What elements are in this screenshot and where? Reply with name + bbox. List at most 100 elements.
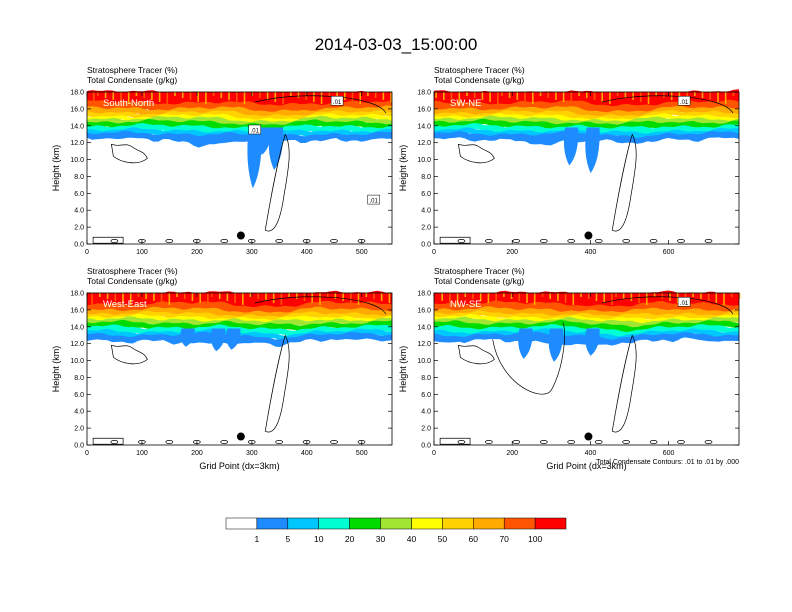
x-tick-label: 0 xyxy=(85,249,89,256)
condensate-contour-blob xyxy=(539,440,548,444)
condensate-contour-blob xyxy=(704,239,713,243)
tracer-streak xyxy=(640,92,642,102)
tracer-band xyxy=(434,105,739,121)
tracer-streak xyxy=(570,92,573,104)
tracer-streak xyxy=(181,92,184,98)
tracer-streak xyxy=(158,92,161,102)
tracer-streak xyxy=(296,293,298,299)
tracer-streak xyxy=(212,92,215,96)
plot-frame xyxy=(433,292,740,446)
y-tick-label: 6.0 xyxy=(421,191,431,198)
y-tick-label: 0.0 xyxy=(421,242,431,249)
tracer-streak xyxy=(595,293,598,301)
y-tick-label: 16.0 xyxy=(70,307,84,314)
y-tick-label: 6.0 xyxy=(74,191,84,198)
tracer-streak xyxy=(539,92,542,96)
y-tick-label: 8.0 xyxy=(74,375,84,382)
condensate-contour-blob xyxy=(649,239,658,243)
tracer-streak xyxy=(458,92,461,104)
condensate-contour-line xyxy=(492,322,565,395)
contour-label-box xyxy=(367,194,380,205)
y-tick-label: 4.0 xyxy=(421,409,431,416)
condensate-contour-blob xyxy=(649,440,658,444)
tracer-streak xyxy=(732,92,735,96)
tracer-streak xyxy=(197,92,199,102)
tracer-streak xyxy=(497,92,499,104)
tracer-streak xyxy=(305,92,307,100)
tracer-streak xyxy=(137,293,140,297)
tracer-band xyxy=(87,306,392,323)
tracer-intrusion xyxy=(180,328,195,347)
colorbar-label: 5 xyxy=(285,534,290,544)
tracer-streak xyxy=(220,92,223,98)
tracer-streak xyxy=(601,92,603,102)
tracer-streak xyxy=(153,293,155,301)
condensate-contour-blob xyxy=(220,239,229,243)
condensate-contour-line xyxy=(457,143,495,164)
tracer-streak xyxy=(578,92,580,96)
tracer-streak xyxy=(359,92,361,104)
tracer-band xyxy=(87,331,392,348)
contour-label: .01 xyxy=(370,199,379,205)
tracer-streak xyxy=(297,92,300,98)
colorbar-label: 100 xyxy=(528,534,542,544)
condensate-contour-blob xyxy=(622,239,631,243)
tracer-streak xyxy=(479,293,482,301)
tracer-streak xyxy=(388,293,391,303)
contour-label: .01 xyxy=(333,100,342,106)
tracer-streak xyxy=(127,92,130,104)
x-tick-label: 500 xyxy=(356,450,368,457)
colorbar-label: 50 xyxy=(438,534,448,544)
tracer-streak xyxy=(647,92,650,104)
y-tick-label: 8.0 xyxy=(421,174,431,181)
colorbar-label: 1 xyxy=(255,534,260,544)
x-tick-label: 0 xyxy=(85,450,89,457)
tracer-streak xyxy=(709,92,711,100)
condensate-contour-line xyxy=(110,143,148,164)
tracer-streak xyxy=(226,293,229,301)
condensate-contour-line xyxy=(264,134,290,232)
tracer-streak xyxy=(218,293,221,299)
tracer-streak xyxy=(632,92,634,100)
condensate-contour-blob xyxy=(330,440,338,444)
panel-header-condensate: Total Condensate (g/kg) xyxy=(434,276,524,286)
condensate-contour-blob xyxy=(275,440,283,444)
condensate-contour-blob xyxy=(512,239,521,243)
colorbar-swatch xyxy=(473,517,505,530)
tracer-band xyxy=(434,319,739,334)
tracer-streak xyxy=(663,92,665,98)
panel-header-condensate: Total Condensate (g/kg) xyxy=(87,276,177,286)
y-tick-label: 18.0 xyxy=(70,291,84,298)
y-tick-label: 12.0 xyxy=(417,341,431,348)
tracer-streak xyxy=(365,293,368,297)
tracer-streak xyxy=(562,92,565,102)
tracer-streak xyxy=(487,293,490,303)
condensate-contours xyxy=(439,95,734,244)
tracer-intrusion xyxy=(210,328,226,352)
tracer-intrusion xyxy=(585,328,600,356)
y-tick-label: 10.0 xyxy=(70,157,84,164)
tracer-streak xyxy=(441,293,443,301)
panel-header-tracer: Stratosphere Tracer (%) xyxy=(87,266,178,276)
panel-south-north: Stratosphere Tracer (%)Total Condensate … xyxy=(51,65,393,256)
colorbar-swatch xyxy=(256,517,289,530)
x-tick-label: 300 xyxy=(246,450,258,457)
tracer-streak xyxy=(524,92,526,102)
condensate-contour-blob xyxy=(165,239,174,243)
panel-header-condensate: Total Condensate (g/kg) xyxy=(87,75,177,85)
y-tick-label: 14.0 xyxy=(70,324,84,331)
tracer-streak xyxy=(350,293,352,303)
tracer-streak xyxy=(199,293,201,303)
tracer-streak xyxy=(572,293,575,305)
x-tick-label: 400 xyxy=(585,249,597,256)
colorbar-swatch xyxy=(442,517,474,530)
y-tick-label: 16.0 xyxy=(417,307,431,314)
tracer-streak xyxy=(234,293,236,303)
condensate-contour-blob xyxy=(677,440,685,444)
condensate-contour-blob xyxy=(110,239,119,243)
tracer-streak xyxy=(328,92,331,96)
tracer-streak xyxy=(638,293,640,303)
y-axis-label: Height (km) xyxy=(51,145,61,192)
location-marker xyxy=(236,231,245,240)
